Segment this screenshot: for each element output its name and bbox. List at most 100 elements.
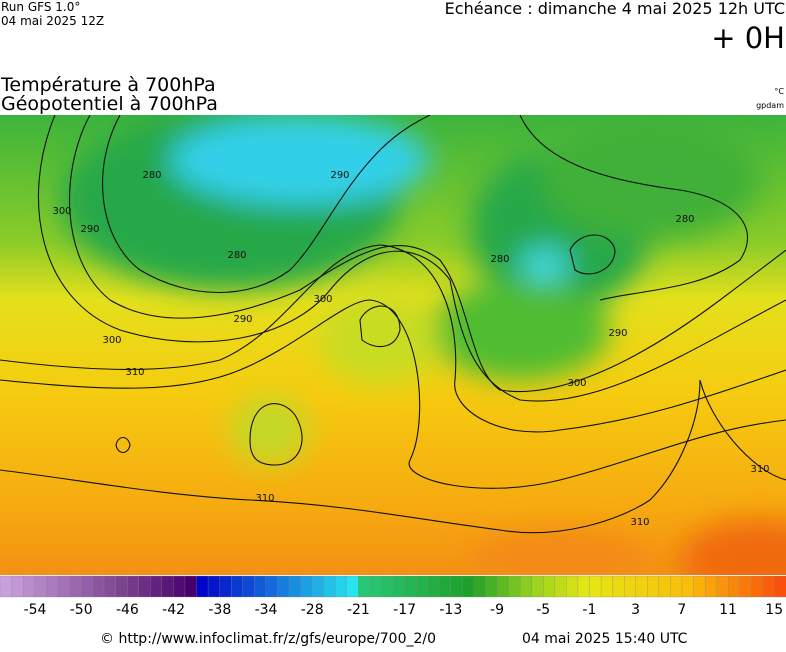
colorbar-swatch	[589, 575, 602, 598]
title-temperature: Température à 700hPa	[0, 74, 216, 96]
colorbar-swatch	[57, 575, 70, 598]
colorbar-swatch	[751, 575, 764, 598]
contour-label: 280	[142, 170, 161, 181]
colorbar-swatch	[519, 575, 533, 598]
colorbar-swatch	[161, 575, 174, 598]
colorbar-swatch	[369, 575, 382, 598]
colorbar-swatch	[300, 575, 313, 598]
contour-label: 300	[567, 378, 586, 389]
colorbar-swatch	[647, 575, 660, 598]
contour-label: 280	[227, 250, 246, 261]
colorbar-label: -34	[255, 602, 278, 618]
colorbar-swatch	[381, 575, 394, 598]
colorbar-swatch	[439, 575, 452, 598]
contour-label: 290	[608, 328, 627, 339]
colorbar-swatch	[323, 575, 336, 598]
colorbar-swatch	[22, 575, 36, 598]
unit-geopotential: gpdam	[756, 101, 784, 110]
title-geopotential: Géopotentiel à 700hPa	[1, 93, 218, 115]
colorbar-swatch	[554, 575, 567, 598]
colorbar-swatch	[150, 575, 163, 598]
run-label: Run GFS 1.0°	[1, 0, 80, 14]
colorbar-swatch	[34, 575, 47, 598]
colorbar-label: -1	[582, 602, 596, 618]
colorbar-swatch	[473, 575, 486, 598]
colorbar-label: -9	[490, 602, 504, 618]
colorbar-swatch	[415, 575, 429, 598]
colorbar-swatch	[508, 575, 521, 598]
temperature-field	[60, 115, 786, 575]
colorbar-swatch	[624, 575, 637, 598]
colorbar-label: -28	[301, 602, 324, 618]
colorbar-label: -50	[70, 602, 93, 618]
colorbar-swatch	[531, 575, 544, 598]
unit-temperature: °C	[774, 87, 784, 96]
colorbar-label: -38	[208, 602, 231, 618]
colorbar-swatch	[693, 575, 706, 598]
colorbar-swatch	[335, 575, 348, 598]
colorbar-swatch	[577, 575, 590, 598]
colorbar-swatch	[762, 575, 775, 598]
colorbar-label: -46	[116, 602, 139, 618]
colorbar-swatch	[231, 575, 244, 598]
colorbar-swatch	[277, 575, 290, 598]
colorbar-swatch	[242, 575, 255, 598]
contour-label: 300	[102, 335, 121, 346]
contour-label: 280	[675, 214, 694, 225]
colorbar-label: -54	[24, 602, 47, 618]
colorbar-swatch	[92, 575, 105, 598]
forecast-time: Echéance : dimanche 4 mai 2025 12h UTC	[445, 0, 785, 18]
contour-label: 310	[630, 517, 649, 528]
colorbar-swatch	[80, 575, 93, 598]
colorbar-swatch	[311, 575, 325, 598]
colorbar-swatch	[485, 575, 498, 598]
colorbar-label: 11	[719, 602, 737, 618]
colorbar-swatch	[427, 575, 440, 598]
colorbar-swatch	[496, 575, 510, 598]
colorbar-swatch	[265, 575, 278, 598]
colorbar-swatch	[184, 575, 197, 598]
colorbar-swatch	[600, 575, 614, 598]
contour-label: 290	[233, 314, 252, 325]
contour-label: 300	[52, 206, 71, 217]
map: 280 290 300 280 290 300 290 300 310 280 280 290 300 3…	[0, 115, 786, 575]
colorbar-swatch	[728, 575, 741, 598]
colorbar-swatch	[254, 575, 267, 598]
contour-label: 310	[125, 367, 144, 378]
colorbar-swatch	[115, 575, 128, 598]
geopotential-contours	[0, 115, 786, 534]
generated-time: 04 mai 2025 15:40 UTC	[522, 631, 688, 647]
source: © http://www.infoclimat.fr/z/gfs/europe/…	[100, 631, 436, 647]
colorbar-swatch	[404, 575, 417, 598]
colorbar-swatch	[543, 575, 556, 598]
colorbar-swatch	[566, 575, 579, 598]
colorbar-label: 7	[677, 602, 686, 618]
colorbar-swatch	[358, 575, 371, 598]
colorbar-swatch	[69, 575, 82, 598]
colorbar-swatch	[774, 575, 786, 598]
colorbar: -54 -50 -46 -42 -38 -34 -28 -21 -17 -13 -9 -5 -1 3 7 11…	[0, 575, 786, 618]
colorbar-swatch	[681, 575, 694, 598]
colorbar-swatch	[0, 575, 13, 598]
colorbar-swatch	[392, 575, 406, 598]
contour-label: 310	[750, 464, 769, 475]
colorbar-label: -21	[347, 602, 370, 618]
contour-label: 290	[80, 224, 99, 235]
contour-label: 280	[490, 254, 509, 265]
lead-time: + 0H	[711, 21, 785, 55]
colorbar-swatch	[219, 575, 232, 598]
contour-label: 300	[313, 294, 332, 305]
colorbar-label: 15	[765, 602, 783, 618]
colorbar-swatch	[670, 575, 683, 598]
colorbar-swatch	[450, 575, 463, 598]
colorbar-swatch	[635, 575, 648, 598]
colorbar-swatch	[138, 575, 151, 598]
colorbar-swatch	[207, 575, 221, 598]
colorbar-swatch	[716, 575, 729, 598]
colorbar-swatch	[612, 575, 625, 598]
colorbar-swatch	[658, 575, 671, 598]
colorbar-label: -5	[536, 602, 550, 618]
colorbar-swatch	[462, 575, 475, 598]
run-date: 04 mai 2025 12Z	[1, 14, 104, 28]
